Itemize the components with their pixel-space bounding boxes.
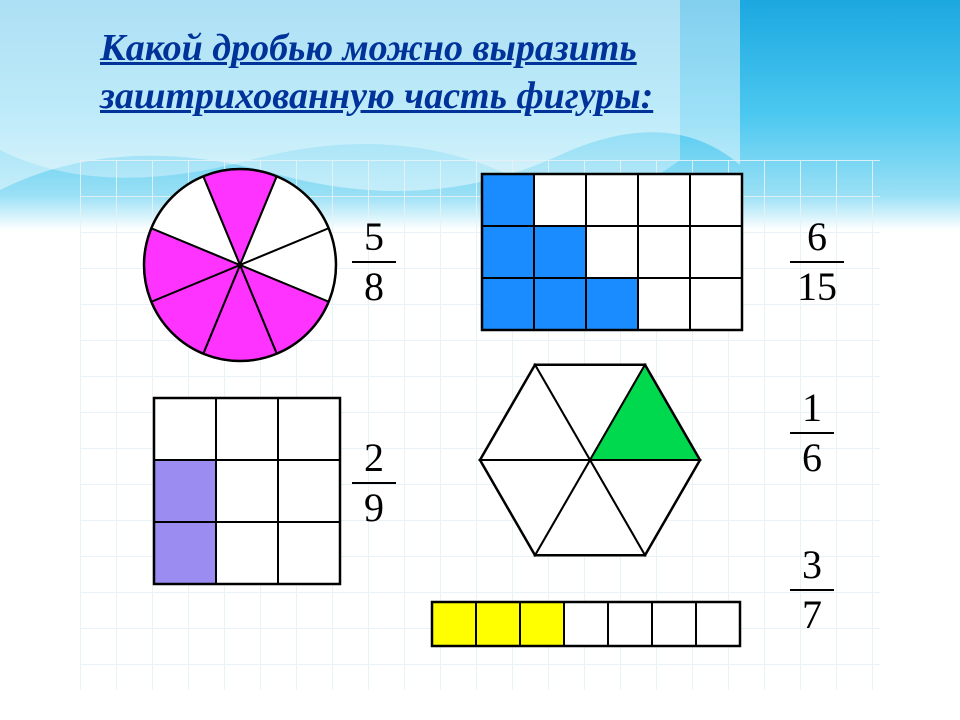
grid-3x3-figure xyxy=(152,396,342,586)
fraction-denominator: 6 xyxy=(790,438,834,478)
fraction-3-7: 3 7 xyxy=(790,545,834,635)
fraction-bar xyxy=(790,261,844,263)
fraction-denominator: 9 xyxy=(352,488,396,528)
fraction-bar xyxy=(790,432,834,434)
circle-fraction-figure xyxy=(140,165,340,365)
fraction-numerator: 6 xyxy=(790,217,844,257)
fraction-denominator: 15 xyxy=(790,267,844,307)
fraction-6-15: 6 15 xyxy=(790,217,844,307)
title: Какой дробью можно выразить заштрихованн… xyxy=(100,25,900,120)
fraction-numerator: 3 xyxy=(790,545,834,585)
fraction-5-8: 5 8 xyxy=(352,217,396,307)
grid-5x3-figure xyxy=(480,172,744,332)
fraction-denominator: 8 xyxy=(352,267,396,307)
fraction-numerator: 5 xyxy=(352,217,396,257)
fraction-numerator: 2 xyxy=(352,438,396,478)
hexagon-figure xyxy=(476,346,704,574)
fraction-2-9: 2 9 xyxy=(352,438,396,528)
strip-figure xyxy=(430,600,742,648)
fraction-1-6: 1 6 xyxy=(790,388,834,478)
fraction-bar xyxy=(352,261,396,263)
fraction-bar xyxy=(790,589,834,591)
fraction-numerator: 1 xyxy=(790,388,834,428)
fraction-denominator: 7 xyxy=(790,595,834,635)
fraction-bar xyxy=(352,482,396,484)
